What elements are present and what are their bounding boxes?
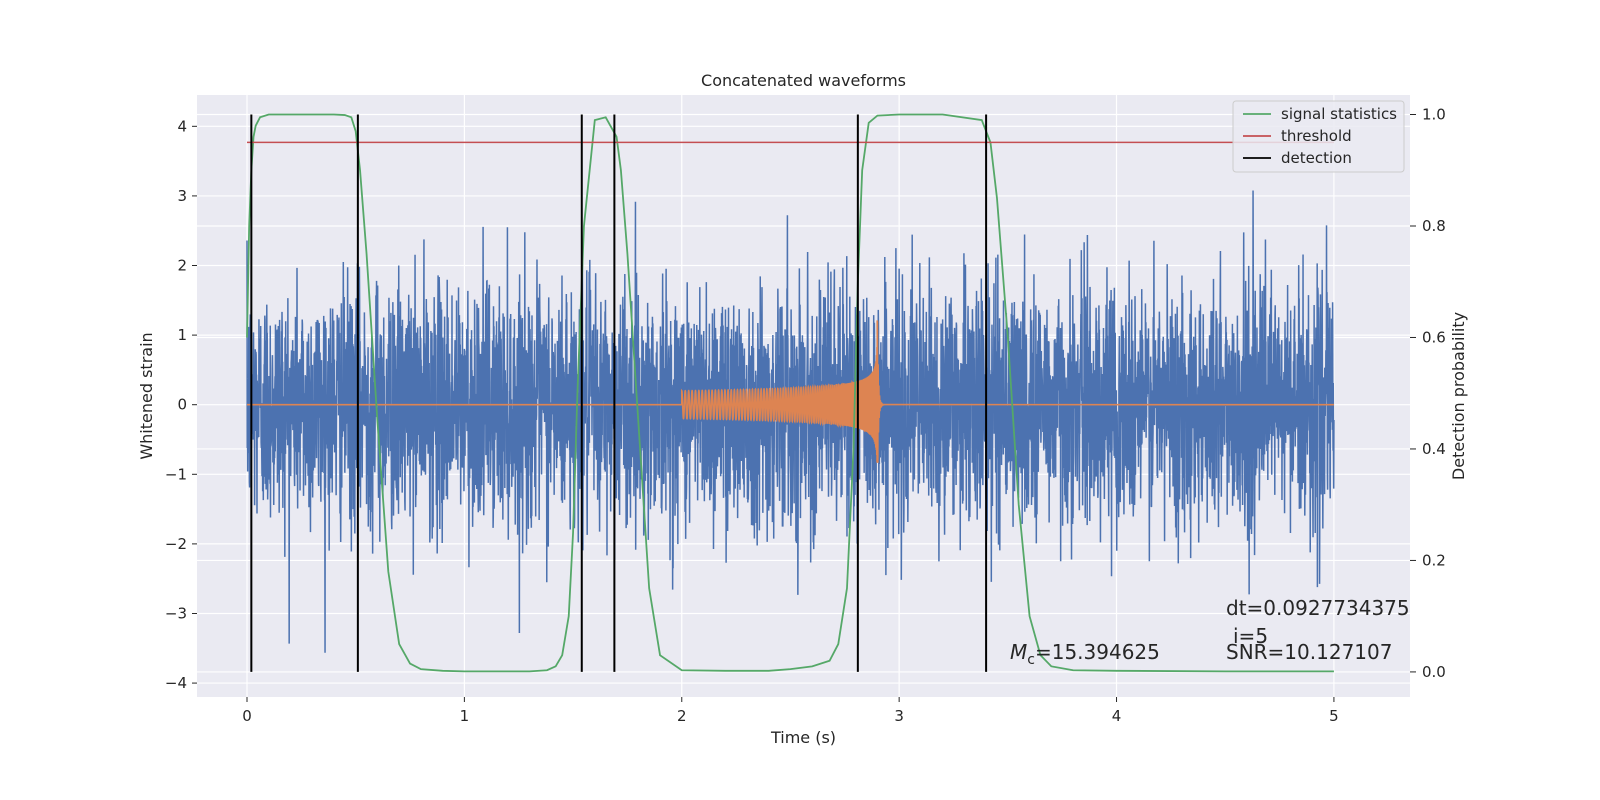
x-tick-label: 3	[894, 707, 904, 725]
x-axis-label: Time (s)	[770, 728, 836, 747]
annotation-dt: dt=0.0927734375	[1226, 596, 1410, 620]
y2-tick-label: 0.8	[1422, 217, 1446, 235]
annotation-chirp-mass: Mc=15.394625	[1010, 640, 1160, 668]
detection-lines	[250, 114, 988, 672]
y2-tick-label: 0.0	[1422, 663, 1446, 681]
legend-label-signal-statistics: signal statistics	[1281, 105, 1397, 123]
y-tick-label: 4	[177, 117, 187, 135]
legend-label-detection: detection	[1281, 149, 1352, 167]
y2-tick-label: 0.6	[1422, 328, 1446, 346]
annotation-i: i=5	[1233, 624, 1268, 648]
y-tick-label: 0	[177, 396, 187, 414]
legend-box	[1232, 100, 1405, 173]
y-tick-label: −1	[165, 465, 187, 483]
series-layer	[246, 113, 1335, 673]
x-tick-label: 5	[1329, 707, 1339, 725]
series-chirp-waveform	[247, 320, 1334, 463]
legend-label-threshold: threshold	[1281, 127, 1352, 145]
y2-tick-label: 1.0	[1422, 106, 1446, 124]
y2-axis-label: Detection probability	[1449, 312, 1468, 480]
legend: signal statistics threshold detection	[1232, 100, 1405, 173]
y-tick-label: 1	[177, 326, 187, 344]
y2-tick-label: 0.2	[1422, 551, 1446, 569]
x-tick-label: 0	[242, 707, 252, 725]
y-tick-label: −4	[165, 674, 187, 692]
series-signal-statistics	[246, 113, 1334, 673]
y-axis-label: Whitened strain	[137, 332, 156, 459]
x-tick-label: 1	[460, 707, 470, 725]
chart-title: Concatenated waveforms	[701, 71, 906, 90]
y-tick-label: −2	[165, 535, 187, 553]
y2-tick-label: 0.4	[1422, 440, 1446, 458]
series-noise-whitened-strain	[246, 190, 1335, 653]
y-tick-label: 2	[177, 257, 187, 275]
x-tick-label: 2	[677, 707, 687, 725]
annotation-chirp-mass-value: =15.394625	[1035, 640, 1160, 664]
y-tick-label: −3	[165, 604, 187, 622]
annotation-chirp-mass-symbol: M	[1010, 640, 1027, 664]
annotation-snr: SNR=10.127107	[1226, 640, 1392, 664]
annotation-chirp-mass-subscript: c	[1027, 652, 1035, 668]
axis-ticks: 0 1 2 3 4 5 −4 −3 −2 −1 0 1 2 3 4 0.0 0.2 0.4 0.6 0.8 1.0	[165, 106, 1446, 725]
x-tick-label: 4	[1112, 707, 1122, 725]
y-tick-label: 3	[177, 187, 187, 205]
